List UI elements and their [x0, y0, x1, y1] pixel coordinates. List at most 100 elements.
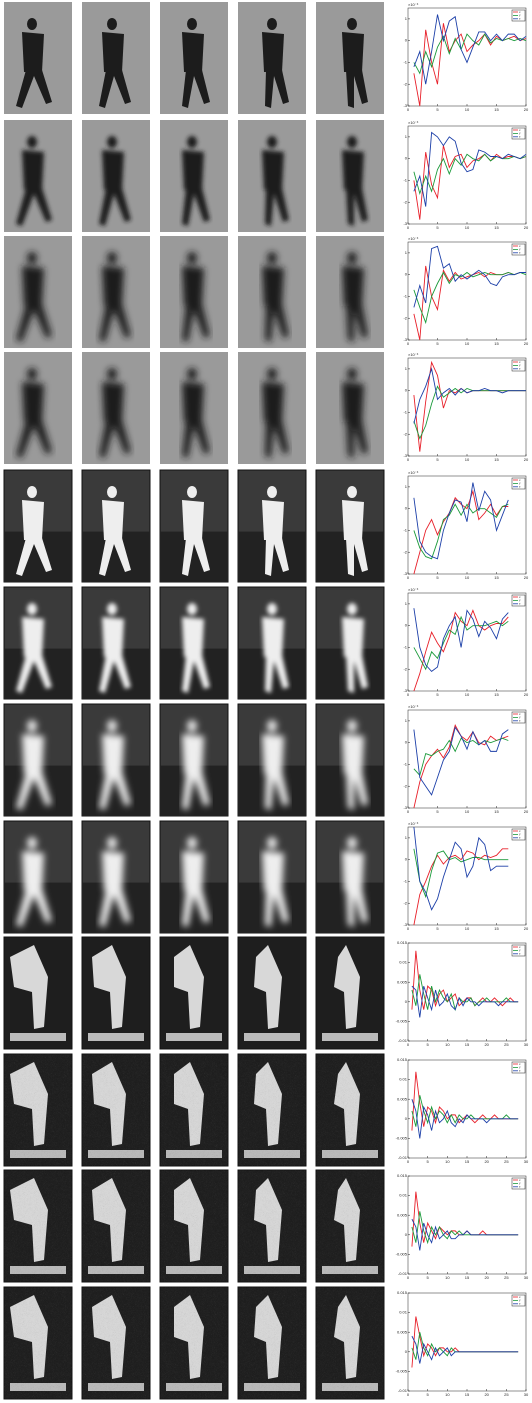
video-frame	[82, 352, 150, 464]
torso	[182, 32, 204, 72]
y-tick-label: 0.01	[399, 960, 408, 965]
y-tick-label: 0	[405, 1349, 408, 1354]
y-tick-label: -1	[403, 60, 407, 65]
x-tick-label: 5	[436, 575, 439, 580]
video-frame	[160, 120, 228, 232]
legend-label: z	[519, 1185, 521, 1189]
x-tick-label: 20	[524, 107, 529, 112]
y-tick-label: 0.01	[399, 1193, 408, 1198]
x-tick-label: 10	[445, 1159, 450, 1164]
y-multiplier: ×10⁻³	[408, 470, 419, 475]
head	[347, 252, 357, 264]
head	[107, 837, 117, 849]
video-frame	[316, 937, 384, 1049]
y-tick-label: -2	[403, 900, 407, 905]
video-frame	[160, 587, 228, 699]
head	[27, 18, 37, 30]
x-tick-label: 10	[465, 575, 470, 580]
head	[107, 720, 117, 732]
torso	[342, 851, 364, 891]
head	[267, 18, 277, 30]
x-tick-label: 5	[427, 1159, 430, 1164]
x-tick-label: 5	[427, 1275, 430, 1280]
y-tick-label: 0	[405, 740, 408, 745]
y-tick-label: -2	[403, 549, 407, 554]
x-tick-label: 10	[465, 809, 470, 814]
video-frame	[316, 821, 384, 933]
series-line	[414, 483, 508, 559]
x-tick-label: 30	[524, 1392, 529, 1397]
pommel	[244, 1033, 300, 1041]
legend-label: z	[519, 251, 521, 255]
y-tick-label: 1	[405, 366, 408, 371]
video-frame	[238, 1287, 306, 1399]
y-tick-label: 0.015	[397, 940, 408, 945]
y-tick-label: 0.01	[399, 1077, 408, 1082]
noise	[160, 1170, 228, 1282]
head	[187, 252, 197, 264]
torso	[342, 617, 364, 657]
plot-frame	[408, 476, 526, 574]
torso	[182, 851, 204, 891]
video-frame	[160, 704, 228, 816]
series-line	[412, 1211, 518, 1242]
x-tick-label: 10	[445, 1392, 450, 1397]
torso	[22, 500, 44, 540]
noise	[238, 1287, 306, 1399]
series-line	[414, 154, 526, 193]
video-frame	[316, 1287, 384, 1399]
plot-frame	[408, 593, 526, 691]
video-frame	[4, 120, 72, 232]
y-multiplier: ×10⁻³	[408, 120, 419, 125]
video-frame	[82, 937, 150, 1049]
head	[187, 368, 197, 380]
series-line	[414, 504, 508, 558]
head	[107, 252, 117, 264]
y-tick-label: 0.015	[397, 1057, 408, 1062]
torso	[182, 382, 204, 422]
x-tick-label: 5	[436, 457, 439, 462]
video-frame	[160, 236, 228, 348]
y-tick-label: 0	[405, 156, 408, 161]
head	[267, 837, 277, 849]
y-multiplier: ×10⁻³	[408, 704, 419, 709]
y-tick-label: 0	[405, 388, 408, 393]
video-frame	[4, 704, 72, 816]
video-frame	[82, 704, 150, 816]
video-frame	[82, 1054, 150, 1166]
legend-label: z	[519, 135, 521, 139]
y-tick-label: 1	[405, 718, 408, 723]
y-tick-label: -1	[403, 294, 407, 299]
x-tick-label: 15	[494, 926, 499, 931]
y-tick-label: 0.015	[397, 1173, 408, 1178]
torso	[182, 734, 204, 774]
x-tick-label: 0	[407, 1042, 410, 1047]
head	[267, 720, 277, 732]
x-tick-label: 20	[484, 1042, 489, 1047]
head	[347, 720, 357, 732]
head	[107, 18, 117, 30]
x-tick-label: 10	[465, 225, 470, 230]
plot-frame	[408, 710, 526, 808]
video-frame	[316, 236, 384, 348]
x-tick-label: 15	[494, 341, 499, 346]
video-frame	[82, 1287, 150, 1399]
legend-label: z	[519, 17, 521, 21]
plot-frame	[408, 358, 526, 456]
y-tick-label: -0.005	[396, 1251, 408, 1256]
torso	[342, 734, 364, 774]
pommel	[166, 1033, 222, 1041]
torso	[342, 150, 364, 190]
video-frame	[160, 470, 228, 582]
x-tick-label: 0	[407, 575, 410, 580]
video-frame	[4, 470, 72, 582]
x-tick-label: 15	[465, 1392, 470, 1397]
series-line	[414, 725, 508, 808]
x-tick-label: 10	[445, 1042, 450, 1047]
head	[187, 486, 197, 498]
video-frame	[82, 1170, 150, 1282]
video-frame	[316, 2, 384, 114]
noise	[160, 1287, 228, 1399]
torso	[262, 32, 284, 72]
x-tick-label: 25	[504, 1392, 509, 1397]
